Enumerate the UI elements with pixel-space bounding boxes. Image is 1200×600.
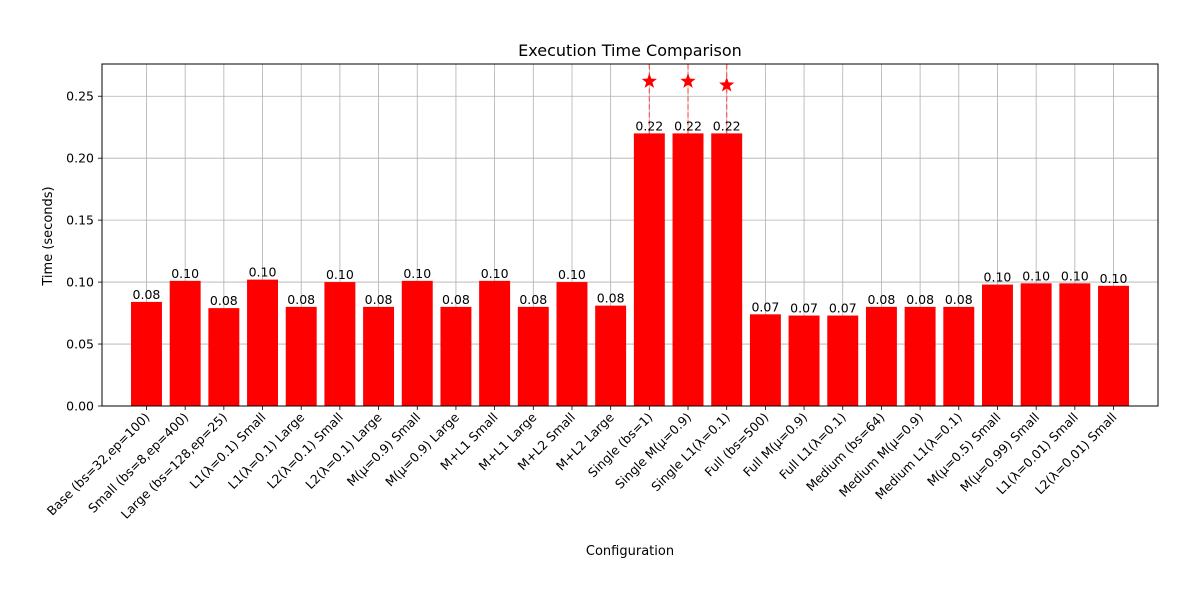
bar	[1098, 285, 1129, 406]
bar	[633, 133, 665, 407]
bar	[749, 314, 781, 406]
bar-value-label: 0.10	[1061, 268, 1089, 283]
y-tick-label: 0.05	[66, 337, 94, 352]
bar	[982, 284, 1013, 406]
bar	[788, 315, 820, 406]
bar-value-label: 0.08	[519, 292, 547, 307]
chart-title: Execution Time Comparison	[518, 41, 742, 60]
bar-value-label: 0.07	[790, 301, 818, 316]
bar-value-label: 0.08	[133, 287, 161, 302]
bar-value-label: 0.10	[984, 270, 1012, 285]
star-marker	[641, 73, 657, 88]
bar	[440, 306, 472, 406]
bar-value-label: 0.10	[171, 266, 199, 281]
bar-layer	[131, 133, 1129, 407]
y-tick-label: 0.10	[66, 275, 94, 290]
marker-layer	[641, 73, 735, 92]
bar	[208, 308, 240, 406]
bar-value-label: 0.08	[287, 292, 315, 307]
y-tick-label: 0.20	[66, 151, 94, 166]
star-marker	[719, 77, 735, 92]
x-axis-title: Configuration	[586, 544, 674, 559]
bar-value-label: 0.08	[365, 292, 393, 307]
star-marker	[680, 73, 696, 88]
bar-value-label: 0.08	[906, 292, 934, 307]
bar-value-label: 0.08	[597, 291, 625, 306]
bar	[131, 301, 162, 406]
bar-value-label: 0.22	[635, 118, 663, 133]
bar-value-label: 0.10	[481, 266, 509, 281]
bar	[285, 306, 317, 406]
bar	[711, 133, 743, 407]
bar-value-label: 0.10	[326, 267, 354, 282]
bar-value-label: 0.10	[1100, 271, 1128, 286]
bar	[1020, 283, 1052, 406]
y-tick-label: 0.00	[66, 399, 94, 414]
bar	[169, 280, 201, 406]
bar	[943, 306, 975, 406]
bar-value-label: 0.10	[403, 266, 431, 281]
bar-value-label: 0.22	[713, 118, 741, 133]
bar	[517, 306, 549, 406]
y-axis-ticks: 0.00 0.05 0.10 0.15 0.20 0.25	[66, 89, 102, 414]
bar-value-label: 0.08	[442, 292, 470, 307]
bar	[827, 315, 859, 406]
plot-frame	[101, 63, 1159, 407]
bar-value-label: 0.07	[829, 301, 857, 316]
bar-value-label: 0.10	[558, 267, 586, 282]
bar-value-label: 0.08	[868, 292, 896, 307]
bar	[324, 282, 356, 406]
bar	[247, 279, 278, 406]
bar-value-label: 0.10	[249, 265, 277, 280]
bar	[479, 280, 511, 406]
bar-value-label: 0.08	[210, 293, 238, 308]
bar-value-label: 0.22	[674, 118, 702, 133]
bar	[556, 282, 588, 406]
bar	[865, 306, 897, 406]
y-tick-label: 0.25	[66, 89, 94, 104]
bar	[672, 133, 704, 407]
bar-value-label: 0.10	[1022, 268, 1050, 283]
bar	[401, 280, 433, 406]
bar-value-label: 0.07	[751, 299, 779, 314]
x-axis-ticks: Base (bs=32,ep=100)Small (bs=8,ep=400)La…	[44, 406, 1120, 522]
y-tick-label: 0.15	[66, 213, 94, 228]
value-label-layer: 0.08 0.10 0.08 0.10 0.08 0.10 0.08 0.10 0.08 0.10…	[133, 118, 1128, 315]
bar	[1059, 283, 1091, 406]
bar	[363, 306, 395, 406]
bar	[595, 305, 627, 406]
y-axis-title: Time (seconds)	[41, 186, 56, 286]
x-tick-label: Full L1(λ=0.1)	[776, 410, 849, 483]
bar-value-label: 0.08	[945, 292, 973, 307]
bar	[904, 306, 936, 406]
